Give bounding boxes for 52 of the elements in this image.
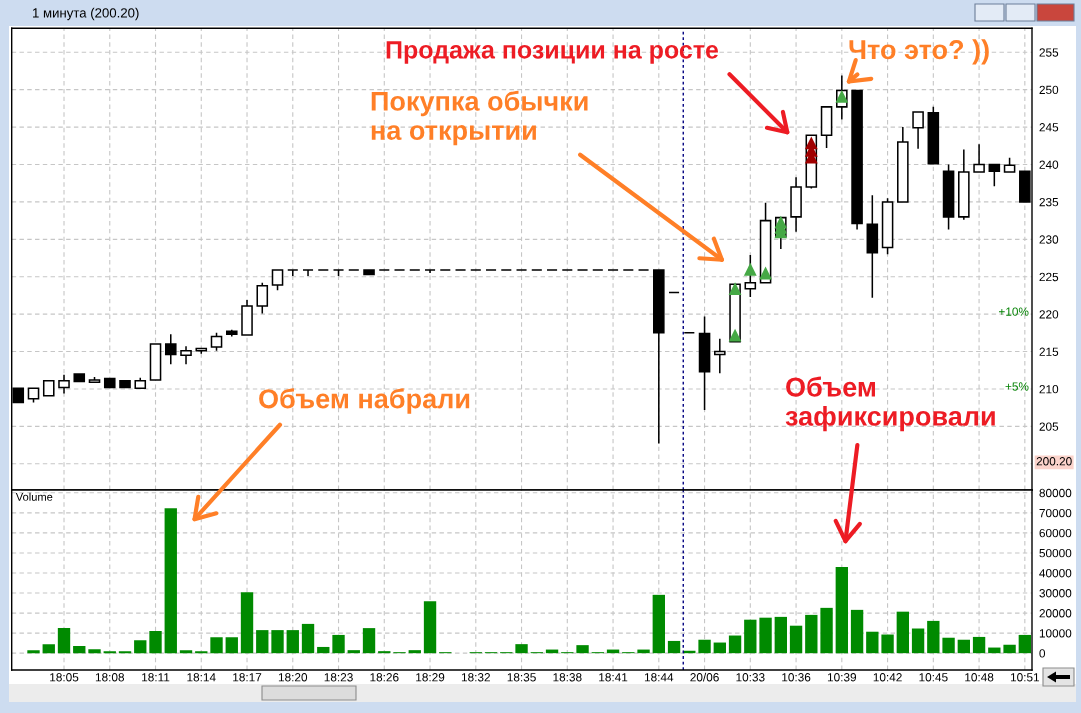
y-tick-label: 30000	[1039, 589, 1072, 598]
y-tick-label: 40000	[1039, 569, 1072, 578]
annotation: Объем набрали	[259, 388, 470, 414]
x-tick-label: 18:05	[50, 673, 79, 682]
x-tick-label: 18:23	[324, 673, 353, 682]
y-tick-label: 70000	[1039, 508, 1072, 518]
y-tick-label: 10000	[1039, 629, 1072, 638]
x-tick-label: 18:32	[461, 673, 490, 682]
x-tick-label: 18:35	[507, 673, 536, 682]
y-tick-label: 250	[1039, 85, 1059, 95]
annotation: Продажа позиции на росте	[386, 41, 719, 64]
annotation: Что это? ))	[849, 39, 989, 65]
x-tick-label: 10:45	[919, 673, 948, 682]
y-tick-label: 50000	[1039, 548, 1072, 558]
y-tick-label: 240	[1039, 160, 1059, 169]
chart-title: Volume	[15, 492, 53, 501]
x-tick-label: 18:17	[233, 673, 262, 682]
y-tick-label: 220	[1039, 310, 1059, 319]
y-tick-label: 210	[1039, 385, 1059, 394]
x-tick-label: 10:48	[965, 673, 994, 682]
annotation: +10%	[998, 307, 1029, 316]
x-tick-label: 10:33	[736, 673, 765, 682]
x-tick-label: 18:20	[278, 673, 308, 682]
x-tick-label: 18:41	[599, 673, 628, 682]
annotation: Покупка обычки на открытии	[371, 90, 588, 146]
x-tick-label: 10:36	[782, 673, 811, 682]
y-tick-label: 80000	[1039, 488, 1072, 498]
y-tick-label: 255	[1039, 48, 1059, 57]
y-tick-label: 205	[1039, 422, 1059, 431]
x-tick-label: 20/06	[690, 672, 719, 682]
y-tick-label: 0	[1039, 649, 1046, 658]
y-tick-label: 230	[1039, 235, 1059, 244]
y-tick-label: 235	[1039, 197, 1059, 207]
annotation: 200.20	[1036, 457, 1072, 466]
y-tick-label: 60000	[1039, 528, 1072, 538]
y-tick-label: 245	[1039, 123, 1059, 132]
y-tick-label: 20000	[1039, 609, 1072, 618]
x-tick-label: 18:08	[95, 673, 125, 682]
annotation: Объем зафиксировали	[785, 376, 995, 432]
x-tick-label: 10:39	[827, 673, 857, 682]
x-tick-label: 18:14	[187, 673, 216, 682]
x-tick-label: 18:44	[644, 673, 674, 682]
y-tick-label: 215	[1039, 347, 1059, 356]
chart-title: 1 минута (200.20)	[33, 7, 139, 21]
x-tick-label: 18:26	[370, 673, 399, 682]
x-tick-label: 18:38	[553, 673, 582, 682]
annotation: +5%	[1005, 382, 1029, 391]
x-tick-label: 10:51	[1010, 673, 1040, 682]
x-tick-label: 18:11	[142, 673, 170, 682]
x-tick-label: 10:42	[873, 673, 902, 682]
x-tick-label: 18:29	[416, 673, 445, 682]
y-tick-label: 225	[1039, 272, 1059, 282]
